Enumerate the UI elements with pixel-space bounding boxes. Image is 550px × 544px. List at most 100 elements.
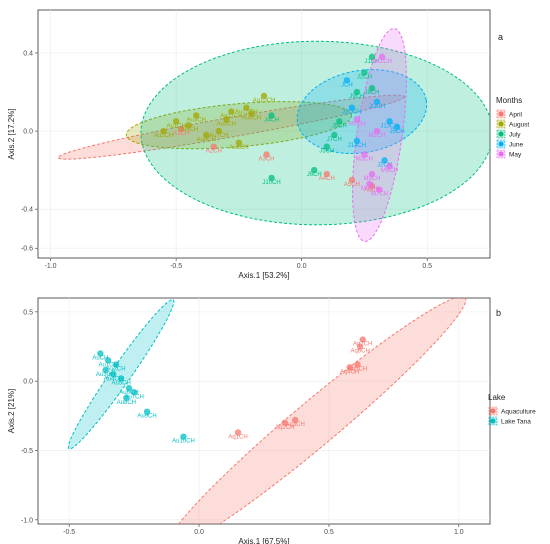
point [260, 92, 268, 100]
point-label: JCH [341, 82, 353, 88]
point [110, 371, 117, 378]
point [361, 151, 368, 158]
legend-key-dot [498, 141, 504, 147]
point [373, 127, 381, 135]
point-label: M7CH [371, 192, 388, 198]
point [373, 98, 381, 105]
point-label: Aq3CH [286, 422, 305, 428]
legend-key-dot [490, 418, 496, 424]
point-label: M9CH [363, 176, 380, 182]
axis-ticks: -0.5 0.0 0.5 1.0 -1.0 -0.5 0.0 0.5 [21, 309, 464, 536]
point [368, 170, 376, 178]
legend-item-label: July [509, 131, 521, 138]
point-label: Au9CH [242, 115, 261, 121]
axis-ticks: -1.0 -0.5 0.0 0.5 -0.6 -0.4 0.0 0.4 [21, 50, 432, 270]
point-label: Au5CH [111, 380, 130, 386]
point-label: Au7CH [124, 394, 143, 400]
point [268, 112, 275, 119]
point-label: M2CH [368, 133, 385, 139]
point [343, 77, 351, 84]
point-label: Au10CH [172, 439, 195, 445]
point [263, 151, 270, 158]
point-label: Au3CH [187, 117, 206, 123]
data-points: A1CH A2CH A3CH A4CH A5CH A6CH Au1CH Au2CH Au3CH A… [154, 53, 405, 198]
point [368, 53, 376, 61]
point-label: Au2CH [154, 133, 173, 139]
point-label: J9CH [349, 94, 364, 100]
point-label: J7CH [327, 137, 342, 143]
y-tick-label: -0.4 [21, 207, 33, 214]
point-label: A5CH [344, 182, 360, 188]
y-axis-label: Axis.2 [17.2%] [7, 108, 16, 159]
y-tick-label: -1.0 [21, 517, 33, 524]
ellipse-may [352, 28, 407, 242]
point-label: Au2CH [106, 367, 125, 373]
point-label: Au8CH [179, 127, 198, 133]
point-label: Aq4CH [340, 369, 359, 375]
point-label: J3CH [319, 149, 334, 155]
point-label: Au6CH [119, 390, 138, 396]
legend-title: Months [496, 96, 522, 105]
point [361, 69, 368, 76]
point-label: Aq1CH [228, 434, 247, 440]
x-tick-label: -0.5 [170, 263, 182, 270]
x-tick-label: 0.0 [194, 529, 204, 536]
y-axis-label: Axis.2 [21%] [7, 389, 16, 433]
x-tick-label: -1.0 [45, 263, 57, 270]
ellipse-july [140, 40, 490, 226]
point [185, 122, 192, 129]
point [193, 112, 200, 119]
point [378, 53, 386, 61]
point [348, 176, 356, 184]
point-label: Au6CH [229, 145, 248, 151]
point [215, 127, 222, 135]
legend-title: Lake [488, 393, 506, 402]
point-label: Aq2CH [275, 425, 294, 431]
point [234, 429, 242, 436]
y-tick-label: -0.5 [21, 448, 33, 455]
point [123, 394, 130, 402]
ellipse-april [57, 94, 405, 160]
point-label: A6CH [364, 188, 380, 194]
point [130, 389, 138, 396]
point-label: Au4CH [197, 137, 216, 143]
point-label: J4CH [264, 117, 279, 123]
point [117, 375, 125, 382]
confidence-ellipses [57, 28, 490, 242]
point [346, 364, 353, 371]
point-label: A4CH [319, 176, 335, 182]
point-label: A2CH [206, 149, 222, 155]
point [228, 108, 235, 115]
point-label: Aq6CH [350, 349, 369, 355]
x-axis-label: Axis.1 [67.5%] [238, 537, 289, 544]
point-label: Au5CH [217, 121, 236, 127]
y-tick-label: 0.4 [23, 50, 33, 57]
point [102, 366, 109, 374]
point-label: Au11CH [220, 114, 242, 120]
point [323, 143, 330, 150]
legend-item-label: Lake Tana [501, 418, 531, 425]
point [125, 384, 133, 392]
legend-item-label: August [509, 121, 529, 128]
legend-key-dot [498, 121, 504, 127]
point-label: Au9CH [137, 414, 156, 420]
point-label: M5CH [381, 168, 398, 174]
point [268, 174, 275, 182]
point [336, 118, 343, 125]
plot-area [37, 9, 491, 259]
legend: Months April August July June May [496, 96, 529, 158]
point [180, 433, 187, 440]
x-tick-label: 0.5 [324, 529, 334, 536]
point-label: J8CH [364, 90, 379, 96]
legend-item-label: June [509, 141, 523, 148]
legend-item-label: Aquaculture [501, 408, 536, 415]
point-label: A1CH [173, 131, 189, 137]
ellipse-june [296, 69, 428, 154]
point [381, 157, 388, 164]
x-tick-label: 0.5 [422, 263, 432, 270]
panel-tag: b [496, 308, 501, 318]
ellipse-lake-tana [67, 299, 175, 450]
legend-key-dot [498, 151, 504, 157]
point-label: Aq5CH [348, 367, 367, 373]
point-label: J14CH [348, 143, 366, 149]
